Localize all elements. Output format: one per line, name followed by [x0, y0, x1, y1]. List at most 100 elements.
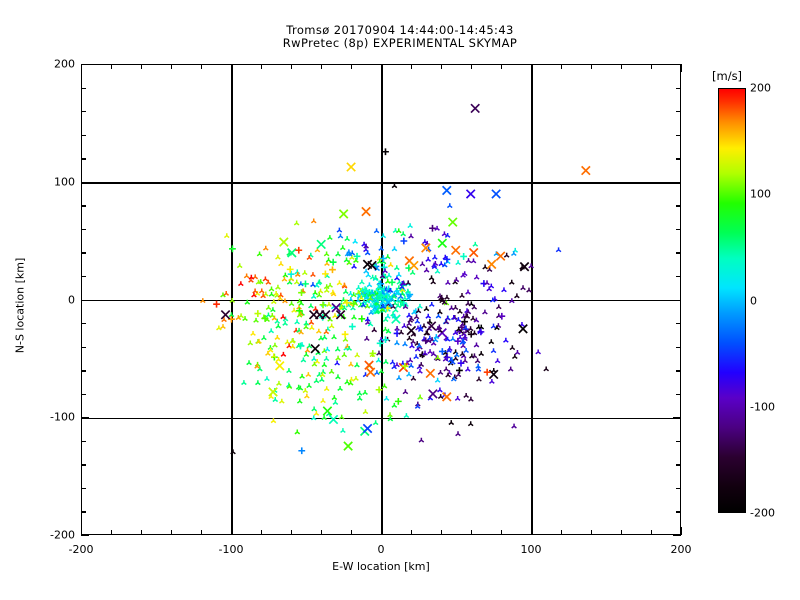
- data-point: [323, 329, 330, 335]
- data-point: [304, 347, 311, 353]
- data-point: [275, 323, 282, 329]
- data-point: [472, 241, 479, 247]
- data-point: [257, 366, 263, 372]
- data-point: [375, 386, 383, 394]
- y-axis-title: N-S location [km]: [13, 257, 27, 354]
- x-tick-top: [561, 64, 563, 69]
- data-point: [416, 364, 423, 370]
- data-point: [335, 355, 341, 361]
- data-point: [273, 291, 279, 296]
- data-point: [374, 304, 381, 310]
- data-point: [278, 398, 285, 404]
- data-point: [382, 326, 389, 332]
- data-point: [437, 293, 443, 299]
- x-tick-top: [171, 64, 173, 69]
- x-tick: [291, 530, 293, 535]
- data-point: [386, 297, 393, 303]
- data-point: [282, 272, 289, 278]
- x-tick-label-4: 200: [670, 543, 692, 556]
- y-tick: [81, 87, 86, 89]
- data-point: [373, 309, 380, 315]
- data-point: [455, 326, 462, 332]
- data-point: [410, 331, 417, 337]
- data-point: [375, 284, 382, 290]
- data-point: [296, 327, 302, 333]
- data-point: [380, 272, 387, 277]
- data-point: [394, 275, 400, 281]
- data-point: [409, 270, 416, 276]
- data-point: [460, 272, 466, 278]
- data-point: [399, 281, 406, 286]
- data-point: [353, 375, 359, 381]
- data-point: [364, 316, 371, 322]
- data-point: [455, 372, 462, 378]
- data-point: [340, 297, 347, 303]
- data-point: [330, 291, 337, 297]
- data-point: [417, 344, 423, 350]
- data-point: [429, 337, 435, 343]
- y-tick-right: [676, 487, 681, 490]
- data-point: [369, 352, 376, 358]
- data-point: [423, 330, 430, 336]
- data-point: [364, 320, 371, 325]
- data-point: [362, 390, 368, 395]
- data-point: [435, 356, 441, 362]
- data-point: [286, 368, 292, 374]
- data-point: [348, 376, 355, 382]
- data-point: [228, 315, 235, 323]
- data-point: [376, 296, 382, 302]
- data-point: [352, 238, 358, 244]
- data-point: [387, 412, 393, 418]
- data-point: [221, 317, 227, 323]
- data-point: [373, 303, 379, 309]
- data-point: [349, 250, 356, 256]
- data-point: [431, 262, 437, 268]
- data-point: [376, 339, 384, 347]
- x-tick: [141, 530, 143, 535]
- x-tick: [441, 530, 443, 535]
- data-point: [286, 266, 294, 273]
- data-point: [364, 298, 371, 304]
- data-point: [444, 259, 451, 265]
- data-point: [442, 350, 449, 356]
- data-point: [288, 301, 295, 307]
- data-point: [262, 245, 269, 251]
- data-point: [471, 353, 478, 359]
- data-point: [363, 289, 370, 295]
- data-point: [340, 428, 346, 434]
- data-point: [443, 256, 451, 263]
- data-point: [392, 228, 399, 234]
- data-point: [431, 254, 438, 260]
- data-point: [370, 302, 377, 308]
- x-tick-label-2: 0: [377, 543, 385, 556]
- data-point: [465, 366, 471, 372]
- data-point: [258, 288, 265, 294]
- data-point: [346, 260, 352, 266]
- data-point: [382, 305, 389, 311]
- data-point: [422, 350, 428, 356]
- data-point: [312, 306, 319, 312]
- data-point: [358, 288, 364, 294]
- data-point: [459, 321, 466, 327]
- data-point: [372, 263, 380, 270]
- data-point: [324, 261, 330, 267]
- data-point: [460, 343, 466, 349]
- data-point: [395, 297, 402, 303]
- data-point: [442, 356, 449, 362]
- data-point: [298, 300, 305, 306]
- data-point: [449, 356, 455, 362]
- data-point: [528, 263, 534, 269]
- data-point: [425, 246, 432, 252]
- data-points-layer: [199, 103, 591, 455]
- data-point: [280, 314, 286, 320]
- data-point: [361, 241, 367, 247]
- x-tick: [471, 530, 473, 535]
- data-point: [342, 289, 349, 295]
- data-point: [391, 246, 398, 252]
- data-point: [368, 289, 375, 295]
- data-point: [394, 397, 402, 405]
- data-point: [287, 248, 297, 258]
- data-point: [368, 296, 375, 302]
- data-point: [417, 368, 423, 374]
- data-point: [453, 352, 460, 358]
